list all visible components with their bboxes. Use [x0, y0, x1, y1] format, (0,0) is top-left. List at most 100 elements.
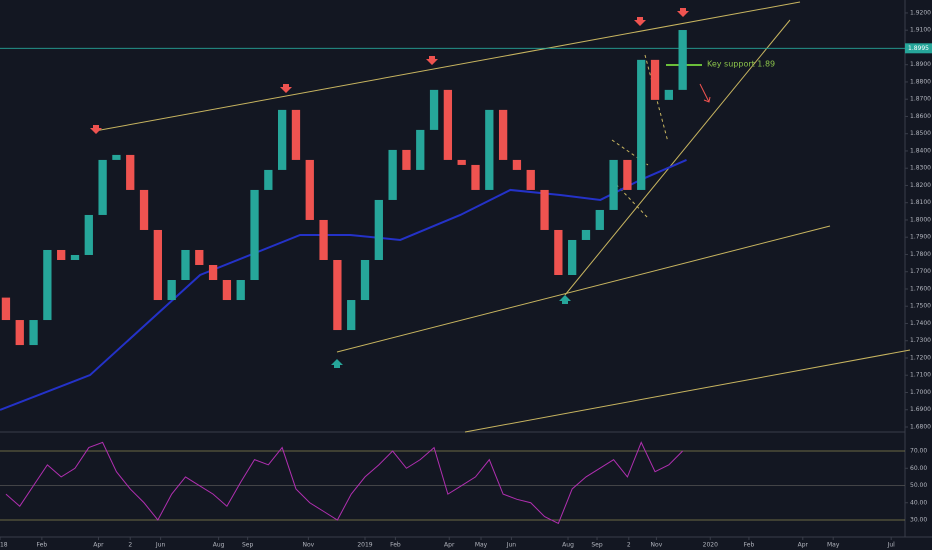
candle: [139, 189, 149, 230]
candle: [360, 259, 370, 301]
candle: [181, 249, 190, 281]
candle: [264, 169, 273, 190]
y-tick-label: 1.8700: [910, 96, 931, 103]
candle: [15, 320, 24, 346]
candle: [333, 259, 342, 331]
y-tick-label: 1.8400: [910, 147, 931, 154]
mid-channel: [336, 225, 831, 353]
candle: [388, 149, 397, 200]
x-tick-label: Sep: [242, 542, 254, 549]
y-tick-label: 1.8500: [910, 130, 931, 137]
marker: [280, 84, 292, 93]
bottom-markers: [331, 295, 571, 368]
x-tick-label: 2: [128, 542, 132, 549]
candle: [319, 219, 328, 260]
y-tick-label: 1.9100: [910, 27, 931, 34]
candle: [650, 59, 660, 100]
support-trend: [564, 19, 791, 296]
candle: [540, 189, 549, 230]
y-tick-label: 1.7400: [910, 320, 931, 327]
candle: [112, 154, 121, 160]
y-tick-label: 1.6900: [910, 406, 931, 413]
down-arrow: [699, 83, 711, 103]
x-tick-label: Jul: [887, 542, 896, 549]
candle: [471, 164, 480, 190]
upper-channel: [94, 1, 801, 132]
y-tick-label: 1.8200: [910, 182, 931, 189]
candle: [623, 159, 632, 190]
x-tick-label: May: [827, 542, 840, 549]
candle: [568, 239, 577, 276]
x-tick-label: Feb: [37, 542, 48, 549]
y-tick-label: 1.7800: [910, 251, 931, 258]
candle: [609, 159, 618, 210]
candle: [512, 159, 522, 170]
y-tick-label: 1.9200: [910, 9, 931, 16]
moving-average: [0, 159, 687, 411]
candle: [98, 159, 107, 215]
x-tick-label: Apr: [93, 542, 104, 549]
candle: [84, 214, 93, 255]
last-price-label: 1.8995: [908, 45, 929, 52]
candle: [222, 280, 232, 301]
annotation: Key support 1.89: [707, 60, 775, 69]
x-tick-label: 2020: [703, 542, 718, 549]
rsi-tick-label: 50.00: [910, 482, 927, 489]
candle: [443, 89, 453, 160]
x-tick-label: 2018: [0, 542, 8, 549]
x-tick-label: 2019: [357, 542, 372, 549]
candle: [236, 280, 245, 301]
marker: [426, 56, 438, 65]
candle: [305, 159, 314, 220]
candle: [1, 297, 11, 321]
candle: [167, 280, 176, 301]
marker: [559, 295, 571, 304]
wedge-line: [611, 179, 649, 219]
candle: [208, 264, 218, 281]
candle: [57, 249, 66, 260]
last-price-box: [905, 43, 932, 54]
candle: [678, 30, 687, 90]
y-tick-label: 1.7600: [910, 285, 931, 292]
x-tick-label: Feb: [744, 542, 755, 549]
y-tick-label: 1.8900: [910, 61, 931, 68]
candle: [347, 300, 356, 331]
x-tick-label: Apr: [444, 542, 455, 549]
candle: [498, 109, 508, 160]
y-tick-label: 1.7900: [910, 234, 931, 241]
y-tick-label: 1.7700: [910, 268, 931, 275]
candle: [429, 89, 439, 130]
candle: [374, 199, 383, 260]
y-tick-label: 1.7500: [910, 303, 931, 310]
candle: [250, 189, 259, 281]
rsi-tick-label: 30.00: [910, 517, 927, 524]
candle: [416, 129, 425, 170]
y-tick-label: 1.8800: [910, 78, 931, 85]
candle: [664, 89, 673, 100]
y-tick-label: 1.8600: [910, 113, 931, 120]
y-tick-label: 1.8300: [910, 165, 931, 172]
candle: [595, 209, 604, 230]
candle: [70, 254, 80, 260]
x-tick-label: Nov: [303, 542, 315, 549]
x-tick-label: 2: [627, 542, 631, 549]
x-tick-label: Jun: [506, 542, 517, 549]
x-tick-label: Sep: [591, 542, 603, 549]
top-markers: [90, 8, 689, 134]
x-tick-label: Aug: [562, 542, 574, 549]
candle: [485, 109, 494, 190]
x-tick-label: Jun: [155, 542, 166, 549]
x-tick-label: Aug: [213, 542, 225, 549]
candle: [43, 249, 52, 321]
x-tick-label: Nov: [651, 542, 663, 549]
candle: [278, 109, 287, 170]
rsi-line: [5, 441, 684, 525]
x-tick-label: Apr: [798, 542, 809, 549]
candle: [153, 229, 162, 301]
y-tick-label: 1.7000: [910, 389, 931, 396]
candle: [126, 154, 135, 190]
rsi-tick-label: 60.00: [910, 465, 927, 472]
